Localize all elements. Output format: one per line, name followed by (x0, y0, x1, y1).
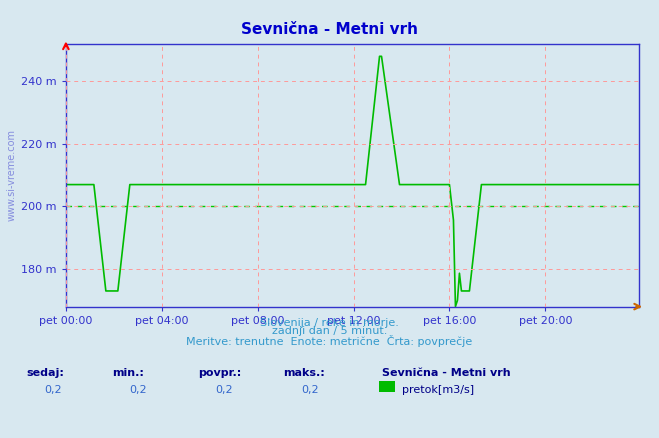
Text: min.:: min.: (112, 368, 144, 378)
Text: Slovenija / reke in morje.: Slovenija / reke in morje. (260, 318, 399, 328)
Text: Sevnična - Metni vrh: Sevnična - Metni vrh (241, 22, 418, 37)
Text: Sevnična - Metni vrh: Sevnična - Metni vrh (382, 368, 511, 378)
Text: 0,2: 0,2 (44, 385, 61, 396)
Text: pretok[m3/s]: pretok[m3/s] (402, 385, 474, 396)
Text: sedaj:: sedaj: (26, 368, 64, 378)
Text: zadnji dan / 5 minut.: zadnji dan / 5 minut. (272, 326, 387, 336)
Text: 0,2: 0,2 (130, 385, 147, 396)
Text: maks.:: maks.: (283, 368, 325, 378)
Text: www.si-vreme.com: www.si-vreme.com (7, 129, 16, 221)
Text: 0,2: 0,2 (215, 385, 233, 396)
Text: povpr.:: povpr.: (198, 368, 241, 378)
Text: Meritve: trenutne  Enote: metrične  Črta: povprečje: Meritve: trenutne Enote: metrične Črta: … (186, 335, 473, 347)
Text: 0,2: 0,2 (301, 385, 318, 396)
